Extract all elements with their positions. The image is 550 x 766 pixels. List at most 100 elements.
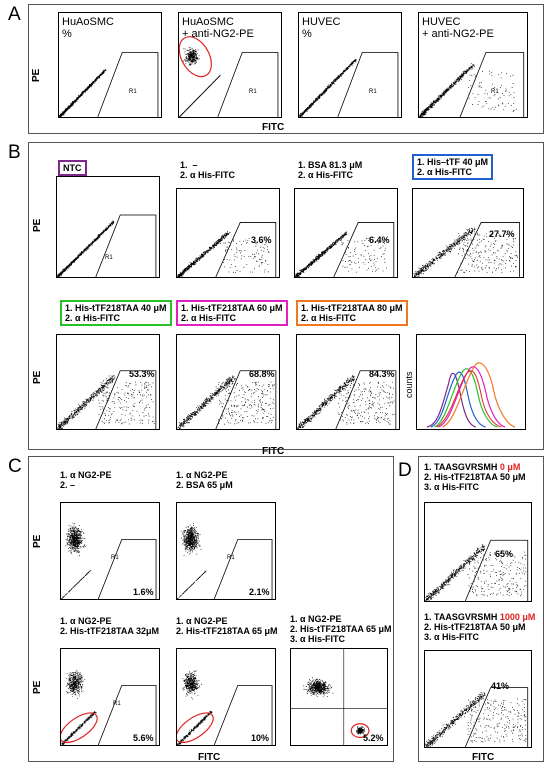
panel-a-letter: A	[8, 4, 21, 25]
percentage: 10%	[251, 733, 270, 743]
label-c4: 1. α NG2-PE 2. His-tTF218TAA 65 μM	[176, 616, 278, 636]
panel-b-ylabel-bottom: PE	[32, 370, 43, 384]
histogram-plot	[416, 334, 526, 430]
gate-region	[333, 222, 395, 277]
gate-region	[215, 370, 277, 429]
scatter-events	[177, 375, 275, 429]
label-c5: 1. α NG2-PE 2. His-tTF218TAA 65 μM 3. α …	[290, 614, 392, 644]
gate-region	[454, 222, 520, 277]
plot-label: HUVEC + anti-NG2-PE	[422, 16, 494, 40]
gate-region	[335, 370, 397, 429]
percentage: 41%	[491, 681, 510, 691]
gate-region	[97, 539, 157, 599]
scatter-events	[177, 230, 270, 277]
plot-label: HuAoSMC + anti-NG2-PE	[182, 16, 254, 40]
scatter-events	[295, 231, 387, 277]
label-d2-conc: 1000 μM	[499, 612, 536, 622]
scatter-events	[179, 47, 221, 117]
plot-b-60: 68.8%	[176, 334, 280, 430]
highlight-ellipse	[177, 712, 214, 744]
histogram-ylabel: counts	[404, 371, 414, 398]
panel-c-letter: C	[8, 456, 22, 477]
label-d2-rest: 2. His-tTF218TAA 50 μM 3. α His-FITC	[424, 622, 526, 642]
gate-label: R1	[227, 555, 235, 561]
panel-a-xlabel: FITC	[262, 122, 285, 133]
plot-a2: HuAoSMC + anti-NG2-PE R1	[178, 12, 282, 118]
plot-b-40: 53.3%	[56, 334, 160, 430]
gate-region	[95, 214, 157, 277]
gate-label: R1	[105, 255, 113, 261]
percentage: 53.3%	[129, 369, 155, 379]
label-c3: 1. α NG2-PE 2. His-tTF218TAA 32μM	[60, 616, 160, 636]
panel-b-xlabel: FITC	[262, 446, 285, 457]
scatter-events	[61, 670, 97, 745]
gate-region	[217, 52, 279, 117]
label-d1-conc: 0 μM	[499, 462, 521, 472]
plot-label: HUVEC %	[302, 16, 341, 40]
scatter-events	[57, 220, 115, 277]
plot-b-ntc: R1	[56, 176, 160, 278]
scatter-events	[59, 69, 107, 117]
scatter-events	[297, 375, 395, 429]
panel-c-ylabel-bottom: PE	[32, 680, 43, 694]
label-b-60: 1. His-tTF218TAA 60 μM 2. α His-FITC	[176, 300, 288, 326]
panel-a-frame	[28, 4, 544, 134]
plot-c5: 5.2%	[290, 648, 388, 746]
gate-label: R1	[249, 89, 257, 95]
gate-label: R1	[369, 89, 377, 95]
panel-b-letter: B	[8, 142, 21, 163]
highlight-ellipse	[61, 712, 98, 744]
label-b-80: 1. His-tTF218TAA 80 μM 2. α His-FITC	[296, 300, 408, 326]
scatter-events	[413, 227, 518, 277]
plot-c1: R1 1.6%	[60, 502, 160, 600]
percentage: 84.3%	[369, 369, 395, 379]
label-c1: 1. α NG2-PE 2. –	[60, 470, 112, 490]
label-d1: 1. TAASGVRSMH 0 μM 2. His-tTF218TAA 50 μM…	[424, 462, 526, 492]
percentage: 1.6%	[133, 587, 154, 597]
gate-region	[215, 222, 277, 277]
histogram-curves	[426, 362, 516, 428]
plot-c2: R1 2.1%	[176, 502, 276, 600]
scatter-events	[419, 63, 517, 117]
plot-a4: HUVEC + anti-NG2-PE R1	[418, 12, 528, 118]
scatter-events	[299, 58, 357, 117]
plot-a1: HuAoSMC % R1	[58, 12, 162, 118]
gate-label: R1	[491, 89, 499, 95]
scatter-events	[177, 523, 207, 599]
label-b-none: 1. – 2. α His-FITC	[180, 160, 236, 180]
gate-label: R1	[129, 89, 137, 95]
label-c2: 1. α NG2-PE 2. BSA 65 μM	[176, 470, 233, 490]
scatter-events	[425, 692, 527, 747]
plot-c4: 10%	[176, 648, 276, 746]
plot-d1: 65%	[424, 502, 532, 602]
gate-region	[213, 685, 273, 745]
highlight-ellipse	[350, 723, 370, 739]
gate-region	[97, 52, 159, 117]
label-b-bsa: 1. BSA 81.3 μM 2. α His-FITC	[298, 160, 363, 180]
panel-d-xlabel: FITC	[472, 752, 495, 763]
plot-b-tf: 27.7%	[412, 188, 524, 278]
panel-a-ylabel: PE	[31, 68, 42, 82]
scatter-events	[61, 522, 92, 599]
percentage: 5.6%	[133, 733, 154, 743]
gate-region	[337, 52, 399, 117]
label-d1-rest: 2. His-tTF218TAA 50 μM 3. α His-FITC	[424, 472, 526, 492]
gate-label: R1	[113, 701, 121, 707]
plot-d2: 41%	[424, 650, 532, 748]
plot-b-80: 84.3%	[296, 334, 400, 430]
panel-d-frame	[418, 456, 544, 762]
panel-b-ylabel-top: PE	[32, 218, 43, 232]
percentage: 27.7%	[489, 229, 515, 239]
plot-b-none: 3.6%	[176, 188, 280, 278]
plot-a3: HUVEC % R1	[298, 12, 402, 118]
label-ntc: NTC	[58, 160, 87, 176]
panel-b-frame	[28, 142, 544, 450]
percentage: 68.8%	[249, 369, 275, 379]
gate-region	[464, 687, 529, 747]
gate-region	[464, 539, 529, 601]
gate-region	[97, 685, 157, 745]
panel-c-ylabel-top: PE	[32, 534, 43, 548]
percentage: 6.4%	[369, 235, 390, 245]
scatter-events	[425, 544, 527, 601]
label-d2-line1: 1. TAASGVRSMH	[424, 612, 500, 622]
